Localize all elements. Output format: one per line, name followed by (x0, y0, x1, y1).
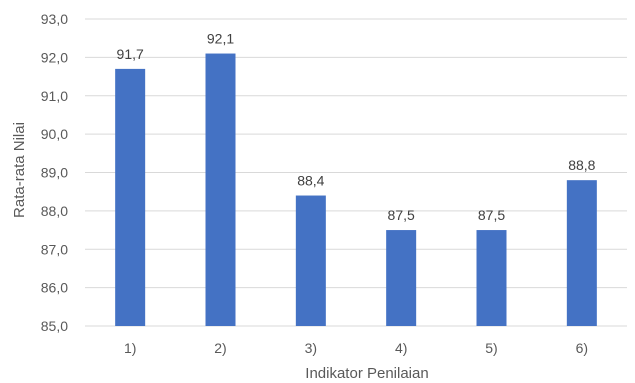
bar (566, 180, 597, 326)
bars (115, 53, 597, 326)
x-tick-label: 4) (395, 340, 407, 356)
bar (205, 53, 236, 326)
y-tick-label: 87,0 (41, 241, 68, 257)
y-tick-label: 85,0 (41, 318, 68, 334)
bar-value-label: 91,7 (117, 46, 144, 62)
bar (476, 230, 507, 326)
gridlines (85, 18, 627, 327)
y-tick-label: 86,0 (41, 280, 68, 296)
bar-value-label: 88,8 (568, 157, 595, 173)
bar (295, 195, 326, 326)
x-tick-label: 2) (214, 340, 226, 356)
bar (386, 230, 417, 326)
x-tick-label: 3) (305, 340, 317, 356)
y-tick-label: 89,0 (41, 165, 68, 181)
bar-value-label: 87,5 (478, 207, 505, 223)
x-axis-title: Indikator Penilaian (305, 365, 428, 382)
y-tick-label: 88,0 (41, 203, 68, 219)
bar-value-label: 88,4 (297, 173, 324, 189)
y-tick-label: 92,0 (41, 49, 68, 65)
bar (115, 68, 146, 326)
y-tick-label: 90,0 (41, 126, 68, 142)
data-labels: 91,7 92,1 88,4 87,5 87,5 88,8 (117, 31, 596, 224)
bar-value-label: 92,1 (207, 31, 234, 47)
x-axis-ticks: 1) 2) 3) 4) 5) 6) (124, 340, 588, 356)
y-axis-title: Rata-rata Nilai (11, 122, 28, 218)
y-tick-label: 91,0 (41, 88, 68, 104)
x-tick-label: 6) (576, 340, 588, 356)
x-tick-label: 1) (124, 340, 136, 356)
y-axis-ticks: 85,0 86,0 87,0 88,0 89,0 90,0 91,0 92,0 93,0 (41, 11, 68, 334)
y-tick-label: 93,0 (41, 11, 68, 27)
x-tick-label: 5) (485, 340, 497, 356)
bar-value-label: 87,5 (388, 207, 415, 223)
